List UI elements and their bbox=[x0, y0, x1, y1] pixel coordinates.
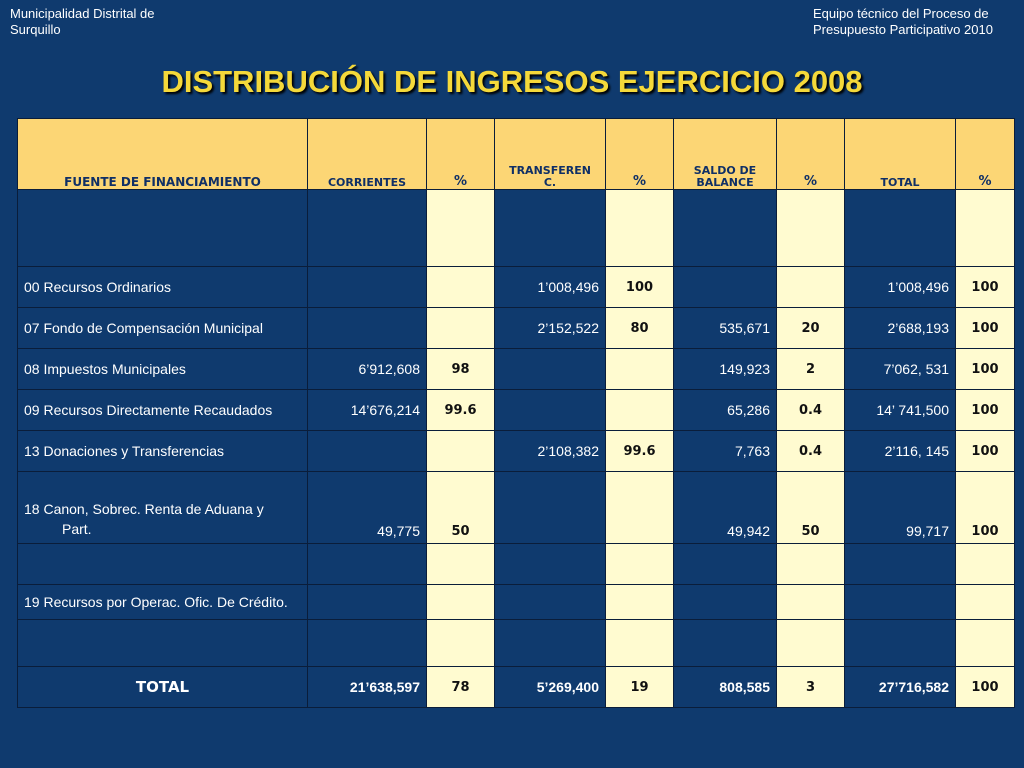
header-left-line1: Municipalidad Distrital de bbox=[10, 6, 155, 21]
cell-transferencias bbox=[494, 348, 606, 390]
table-row: 09 Recursos Directamente Recaudados 14’6… bbox=[17, 389, 1015, 431]
spacer-row bbox=[17, 189, 1015, 267]
cell-saldo: 49,942 bbox=[673, 471, 777, 544]
cell-pct-total: 100 bbox=[955, 266, 1015, 308]
cell-pct-corrientes: 50 bbox=[426, 471, 495, 544]
cell-saldo: 65,286 bbox=[673, 389, 777, 431]
cell-pct-saldo: 50 bbox=[776, 471, 845, 544]
cell-pct-total: 100 bbox=[955, 307, 1015, 349]
cell-pct-saldo bbox=[776, 266, 845, 308]
spacer-row bbox=[17, 543, 1015, 585]
cell-pct-corrientes bbox=[426, 430, 495, 472]
cell-pct-transferencias: 100 bbox=[605, 266, 674, 308]
row-name-line2: Part. bbox=[62, 521, 92, 537]
row-name: 00 Recursos Ordinarios bbox=[17, 266, 308, 308]
header-right: Equipo técnico del Proceso de Presupuest… bbox=[813, 6, 993, 38]
cell-transferencias: 2’108,382 bbox=[494, 430, 606, 472]
cell-total: 2’688,193 bbox=[844, 307, 956, 349]
col-header-saldo-line1: SALDO DE bbox=[693, 164, 757, 177]
col-header-saldo: SALDO DE BALANCE bbox=[673, 118, 777, 190]
cell-corrientes: 14’676,214 bbox=[307, 389, 427, 431]
cell-pct-saldo: 0.4 bbox=[776, 430, 845, 472]
col-header-total: TOTAL bbox=[844, 118, 956, 190]
table-header-row: FUENTE DE FINANCIAMIENTO CORRIENTES % TR… bbox=[17, 118, 1015, 190]
cell-pct-transferencias bbox=[605, 389, 674, 431]
total-row: TOTAL 21’638,597 78 5’269,400 19 808,585… bbox=[17, 666, 1015, 708]
col-header-pct-total: % bbox=[955, 118, 1015, 190]
cell-total: 14’ 741,500 bbox=[844, 389, 956, 431]
table-row: 13 Donaciones y Transferencias 2’108,382… bbox=[17, 430, 1015, 472]
col-header-corrientes: CORRIENTES bbox=[307, 118, 427, 190]
total-corrientes: 21’638,597 bbox=[307, 666, 427, 708]
table-row: 00 Recursos Ordinarios 1’008,496 100 1’0… bbox=[17, 266, 1015, 308]
row-name: 09 Recursos Directamente Recaudados bbox=[17, 389, 308, 431]
cell-transferencias: 2’152,522 bbox=[494, 307, 606, 349]
cell-transferencias bbox=[494, 389, 606, 431]
cell-corrientes: 49,775 bbox=[307, 471, 427, 544]
total-label: TOTAL bbox=[17, 666, 308, 708]
cell-pct-saldo: 20 bbox=[776, 307, 845, 349]
row-name: 13 Donaciones y Transferencias bbox=[17, 430, 308, 472]
cell-pct-transferencias bbox=[605, 471, 674, 544]
page-title: DISTRIBUCIÓN DE INGRESOS EJERCICIO 2008 bbox=[161, 64, 863, 99]
cell-pct-total: 100 bbox=[955, 348, 1015, 390]
cell-transferencias bbox=[494, 471, 606, 544]
cell-pct-saldo: 0.4 bbox=[776, 389, 845, 431]
col-header-transf-line1: TRANSFEREN bbox=[509, 164, 591, 177]
total-saldo: 808,585 bbox=[673, 666, 777, 708]
cell-saldo: 535,671 bbox=[673, 307, 777, 349]
cell-total: 2’116, 145 bbox=[844, 430, 956, 472]
cell-pct-corrientes bbox=[426, 307, 495, 349]
col-header-fuente: FUENTE DE FINANCIAMIENTO bbox=[17, 118, 308, 190]
cell-saldo bbox=[673, 266, 777, 308]
cell-corrientes bbox=[307, 307, 427, 349]
row-name: 19 Recursos por Operac. Ofic. De Crédito… bbox=[17, 584, 308, 620]
cell-saldo: 149,923 bbox=[673, 348, 777, 390]
header-right-line1: Equipo técnico del Proceso de bbox=[813, 6, 989, 21]
header-left: Municipalidad Distrital de Surquillo bbox=[10, 6, 155, 38]
cell-corrientes bbox=[307, 266, 427, 308]
cell-total: 99,717 bbox=[844, 471, 956, 544]
cell-pct-transferencias bbox=[605, 348, 674, 390]
cell-corrientes: 6’912,608 bbox=[307, 348, 427, 390]
cell-saldo: 7,763 bbox=[673, 430, 777, 472]
row-name-line1: 18 Canon, Sobrec. Renta de Aduana y bbox=[24, 501, 264, 517]
cell-pct-corrientes bbox=[426, 266, 495, 308]
total-transferencias: 5’269,400 bbox=[494, 666, 606, 708]
row-name: 18 Canon, Sobrec. Renta de Aduana y Part… bbox=[17, 471, 308, 544]
col-header-transferencias: TRANSFEREN C. bbox=[494, 118, 606, 190]
cell-total: 1’008,496 bbox=[844, 266, 956, 308]
cell-pct-total: 100 bbox=[955, 430, 1015, 472]
row-name: 07 Fondo de Compensación Municipal bbox=[17, 307, 308, 349]
cell-pct-transferencias: 99.6 bbox=[605, 430, 674, 472]
table-row: 07 Fondo de Compensación Municipal 2’152… bbox=[17, 307, 1015, 349]
table-row: 08 Impuestos Municipales 6’912,608 98 14… bbox=[17, 348, 1015, 390]
header-right-line2: Presupuesto Participativo 2010 bbox=[813, 22, 993, 37]
cell-corrientes bbox=[307, 430, 427, 472]
total-pct-corrientes: 78 bbox=[426, 666, 495, 708]
cell-pct-corrientes: 98 bbox=[426, 348, 495, 390]
col-header-pct-transferencias: % bbox=[605, 118, 674, 190]
col-header-pct-saldo: % bbox=[776, 118, 845, 190]
cell-pct-total: 100 bbox=[955, 471, 1015, 544]
total-pct-total: 100 bbox=[955, 666, 1015, 708]
col-header-saldo-line2: BALANCE bbox=[696, 176, 754, 189]
cell-pct-transferencias: 80 bbox=[605, 307, 674, 349]
total-pct-saldo: 3 bbox=[776, 666, 845, 708]
cell-pct-total: 100 bbox=[955, 389, 1015, 431]
total-total: 27’716,582 bbox=[844, 666, 956, 708]
table-row: 18 Canon, Sobrec. Renta de Aduana y Part… bbox=[17, 471, 1015, 544]
cell-transferencias: 1’008,496 bbox=[494, 266, 606, 308]
row-name: 08 Impuestos Municipales bbox=[17, 348, 308, 390]
total-pct-transferencias: 19 bbox=[605, 666, 674, 708]
table-row: 19 Recursos por Operac. Ofic. De Crédito… bbox=[17, 584, 1015, 620]
income-table: FUENTE DE FINANCIAMIENTO CORRIENTES % TR… bbox=[17, 118, 1015, 708]
header-left-line2: Surquillo bbox=[10, 22, 61, 37]
cell-pct-saldo: 2 bbox=[776, 348, 845, 390]
col-header-transf-line2: C. bbox=[543, 176, 557, 189]
col-header-pct-corrientes: % bbox=[426, 118, 495, 190]
cell-pct-corrientes: 99.6 bbox=[426, 389, 495, 431]
spacer-row bbox=[17, 619, 1015, 667]
cell-total: 7’062, 531 bbox=[844, 348, 956, 390]
